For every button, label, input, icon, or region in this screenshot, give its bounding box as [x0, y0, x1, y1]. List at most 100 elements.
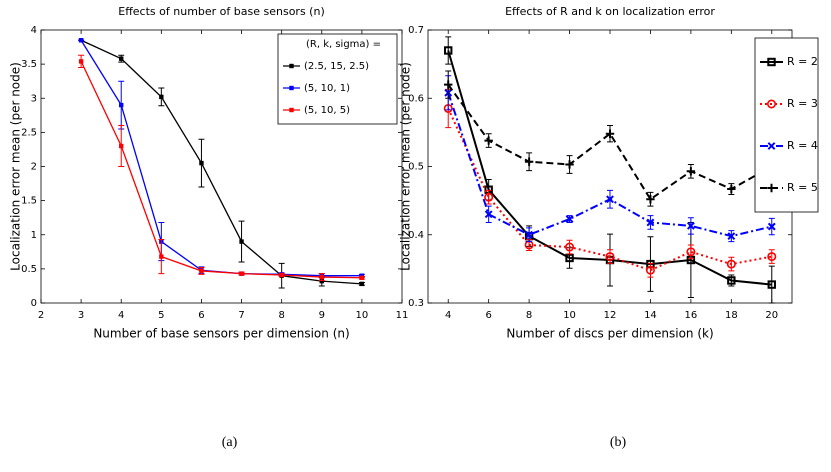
marker [119, 56, 124, 61]
x-axis-label: Number of base sensors per dimension (n) [93, 327, 349, 341]
series-line [80, 61, 362, 279]
y-tick-label: 0.7 [408, 25, 424, 36]
legend-label: R = 5 [787, 181, 818, 194]
x-tick-label: 2 [38, 310, 44, 321]
y-tick-label: 1.5 [21, 196, 37, 207]
x-tick-label: 6 [485, 310, 491, 321]
marker [727, 184, 736, 194]
chart-title: Effects of number of base sensors (n) [118, 5, 324, 18]
marker [767, 280, 776, 289]
y-tick-label: 0.5 [21, 264, 37, 275]
marker [645, 265, 655, 275]
legend-marker [289, 63, 294, 69]
caption: (b) [610, 435, 627, 450]
marker [484, 136, 493, 145]
legend-marker [766, 99, 776, 109]
marker [359, 281, 365, 287]
marker [767, 252, 777, 262]
marker [686, 167, 696, 176]
caption: (a) [222, 435, 238, 450]
error-bar [647, 262, 654, 278]
marker [605, 252, 615, 262]
y-axis-label: Localization error mean (per node) [399, 62, 413, 271]
legend-box [754, 37, 819, 213]
error-bar [768, 249, 775, 264]
x-axis-label: Number of discs per dimension (k) [506, 327, 713, 341]
x-tick-label: 10 [563, 310, 576, 321]
marker [525, 230, 534, 239]
y-tick-label: 2 [31, 162, 37, 173]
legend-label: (5, 10, 5) [304, 105, 350, 116]
legend-marker [767, 57, 776, 67]
y-tick-label: 0.3 [408, 298, 424, 309]
y-tick-label: 0.5 [408, 162, 424, 173]
x-tick-label: 12 [604, 310, 617, 321]
marker [565, 253, 574, 263]
legend-label: R = 4 [787, 139, 818, 152]
legend-label: R = 2 [787, 55, 818, 68]
marker [646, 195, 655, 204]
x-tick-label: 8 [526, 310, 532, 321]
y-tick-label: 3.5 [21, 59, 37, 70]
x-tick-label: 9 [319, 310, 325, 321]
x-tick-label: 20 [765, 310, 778, 321]
y-tick-label: 0.4 [408, 230, 424, 241]
marker [606, 195, 614, 204]
x-tick-label: 18 [725, 310, 738, 321]
y-tick-label: 2.5 [21, 127, 37, 138]
marker [78, 38, 84, 43]
marker [119, 102, 124, 108]
marker [605, 129, 615, 138]
series-line [80, 39, 362, 285]
error-bar [728, 256, 735, 272]
marker [727, 276, 736, 285]
legend-label: R = 3 [787, 97, 818, 110]
x-tick-label: 11 [396, 310, 409, 321]
error-bar [566, 239, 573, 255]
legend-label: (2.5, 15, 2.5) [304, 61, 369, 72]
y-tick-label: 3 [31, 93, 37, 104]
marker [199, 160, 204, 166]
y-tick-label: 0 [31, 298, 37, 309]
x-tick-label: 8 [278, 310, 284, 321]
x-tick-label: 4 [118, 310, 124, 321]
y-tick-label: 1 [31, 230, 37, 241]
error-bar [768, 265, 775, 304]
legend-box [277, 33, 398, 125]
chart-title: Effects of R and k on localization error [505, 5, 715, 18]
marker [159, 254, 164, 259]
marker [686, 221, 695, 230]
marker [199, 268, 204, 274]
legend-label: (5, 10, 1) [304, 83, 350, 94]
marker [565, 242, 575, 252]
error-bar [485, 189, 492, 205]
marker [646, 218, 655, 227]
error-bar [607, 249, 613, 264]
y-tick-label: 4 [31, 25, 37, 36]
legend-title: (R, k, sigma) = [306, 39, 381, 50]
marker [565, 160, 574, 169]
legend-marker [767, 142, 776, 150]
marker [484, 192, 494, 202]
marker [239, 239, 244, 244]
marker [119, 143, 124, 149]
legend-marker [289, 85, 294, 91]
marker [726, 259, 736, 269]
x-tick-label: 6 [198, 310, 204, 321]
marker [444, 80, 453, 89]
x-tick-label: 7 [238, 310, 244, 321]
marker [279, 272, 284, 278]
marker [444, 46, 453, 55]
marker [565, 215, 574, 223]
marker [319, 278, 324, 284]
error-bar [445, 36, 452, 65]
y-axis-label: Localization error mean (per node) [9, 62, 23, 271]
marker [524, 157, 534, 166]
legend-marker [289, 107, 294, 113]
error-bar [687, 244, 694, 260]
x-tick-label: 5 [158, 310, 164, 321]
marker [359, 275, 365, 280]
legend-marker [767, 183, 776, 193]
x-tick-label: 16 [685, 310, 698, 321]
marker [78, 59, 84, 64]
